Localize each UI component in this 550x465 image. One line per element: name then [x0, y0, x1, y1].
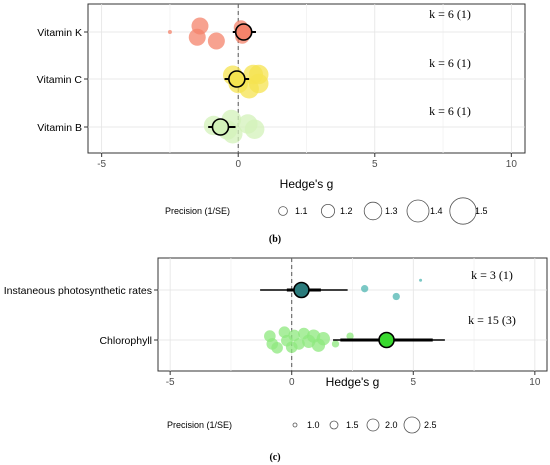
study-point — [167, 30, 172, 34]
study-point — [248, 64, 269, 85]
legend-entry-label: 1.4 — [430, 206, 443, 216]
category-label: Vitamin K — [37, 27, 82, 39]
legend: Precision (1/SE) 1.0 1.5 2.0 2.5 — [167, 416, 437, 434]
panel-b: Vitamin Kk = 6 (1)Vitamin Ck = 6 (1)Vita… — [37, 3, 526, 245]
legend-symbol — [363, 201, 383, 221]
legend-symbol — [320, 203, 335, 218]
legend-entry-label: 2.5 — [424, 420, 437, 430]
legend: Precision (1/SE) 1.1 1.2 1.3 1.4 1.5 — [165, 197, 488, 225]
k-label: k = 15 (3) — [468, 313, 516, 327]
k-label: k = 3 (1) — [471, 268, 513, 282]
study-point — [331, 340, 340, 348]
category-label: Chlorophyll — [99, 335, 152, 347]
legend-entry-label: 1.3 — [385, 206, 398, 216]
legend-symbol — [403, 416, 421, 434]
x-tick-label: 10 — [506, 159, 518, 170]
k-label: k = 6 (1) — [429, 104, 471, 118]
category-chlorophyll: Chlorophyll k = 15 (3) — [99, 313, 516, 354]
legend-entry-label: 1.5 — [346, 420, 359, 430]
legend-entry-label: 2.0 — [385, 420, 398, 430]
category-label: Vitamin C — [37, 74, 83, 86]
category-vitamin-b: Vitamin B k = 6 (1) — [37, 104, 471, 144]
pooled-estimate — [211, 118, 230, 136]
pooled-estimate — [228, 70, 246, 88]
x-axis-title: Hedge's g — [280, 177, 334, 191]
study-point — [361, 285, 369, 293]
category-vitamin-k: Vitamin K k = 6 (1) — [37, 7, 471, 50]
legend-symbol — [278, 206, 288, 216]
panel-label: (c) — [269, 452, 280, 463]
legend-title: Precision (1/SE) — [167, 420, 232, 430]
k-label: k = 6 (1) — [429, 7, 471, 21]
study-point — [271, 342, 283, 354]
study-point — [207, 32, 225, 50]
pooled-estimate — [234, 23, 253, 41]
category-label: Vitamin B — [37, 122, 82, 134]
legend-entry-label: 1.2 — [340, 206, 353, 216]
legend-symbol — [292, 422, 298, 428]
x-tick-label: -5 — [166, 377, 175, 388]
x-tick-label: 0 — [235, 159, 241, 170]
legend-symbol — [406, 199, 430, 223]
legend-entry-label: 1.5 — [475, 206, 488, 216]
legend-entry-label: 1.1 — [295, 206, 308, 216]
study-point — [419, 278, 423, 282]
category-instaneous-photosynthetic-rates: Instaneous photosynthetic rates k = 3 (1) — [4, 268, 513, 301]
panel-label: (b) — [269, 234, 281, 245]
k-label: k = 6 (1) — [429, 56, 471, 70]
legend-symbol — [366, 418, 380, 432]
x-tick-label: 5 — [372, 159, 378, 170]
x-tick-label: 0 — [289, 377, 295, 388]
study-point — [188, 28, 206, 46]
pooled-estimate — [293, 281, 310, 299]
category-vitamin-c: Vitamin C k = 6 (1) — [37, 56, 471, 99]
x-tick-label: 10 — [529, 377, 541, 388]
legend-symbol — [329, 420, 339, 430]
x-tick-label: 5 — [411, 377, 417, 388]
x-axis-title: Hedge's g — [326, 375, 380, 389]
legend-symbol — [449, 197, 477, 225]
study-point — [346, 332, 354, 340]
study-point — [316, 332, 330, 346]
study-point — [244, 119, 265, 140]
study-point — [392, 292, 400, 301]
pooled-estimate — [378, 331, 395, 349]
legend-entry-label: 1.0 — [307, 420, 320, 430]
study-point — [288, 329, 300, 342]
study-point — [293, 338, 305, 350]
category-label: Instaneous photosynthetic rates — [4, 285, 152, 297]
x-tick-label: -5 — [97, 159, 106, 170]
legend-title: Precision (1/SE) — [165, 206, 230, 216]
panel-c: Instaneous photosynthetic rates k = 3 (1)… — [4, 257, 548, 463]
